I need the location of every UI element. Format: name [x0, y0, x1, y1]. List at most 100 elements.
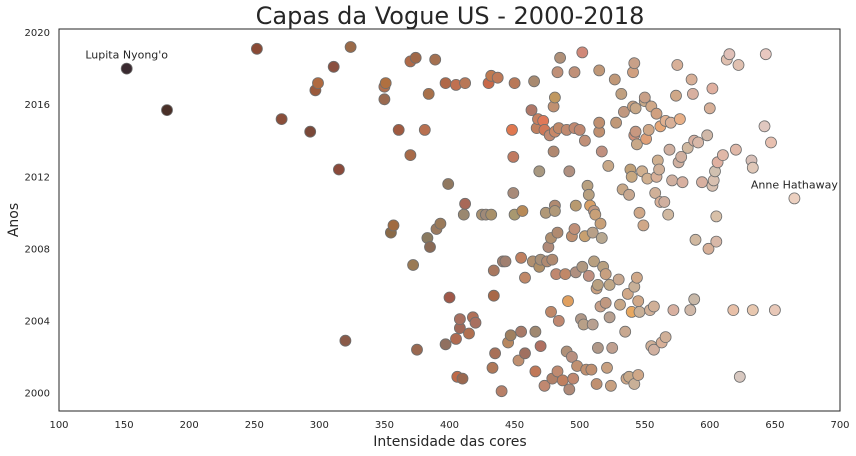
scatter-point — [586, 318, 599, 331]
scatter-point — [637, 219, 650, 232]
scatter-point — [649, 187, 662, 199]
scatter-point — [459, 77, 472, 89]
scatter-point — [551, 226, 564, 239]
scatter-point — [674, 113, 686, 125]
scatter-point — [579, 134, 591, 147]
scatter-point — [519, 347, 531, 360]
scatter-point — [424, 241, 436, 253]
scatter-point — [422, 88, 435, 100]
scatter-point — [453, 313, 466, 326]
scatter-point — [663, 143, 676, 156]
chart-title: Capas da Vogue US - 2000-2018 — [256, 2, 645, 30]
scatter-point — [788, 192, 801, 205]
scatter-point — [515, 251, 527, 264]
scatter-point — [623, 188, 635, 201]
scatter-point — [667, 304, 680, 317]
scatter-point — [439, 338, 452, 351]
scatter-point — [120, 62, 133, 75]
scatter-point — [409, 51, 422, 64]
scatter-point — [618, 106, 630, 118]
scatter-point — [612, 273, 625, 286]
scatter-point — [486, 361, 499, 374]
scatter-point — [161, 104, 173, 116]
scatter-point — [525, 104, 538, 116]
plot-frame — [58, 28, 841, 412]
scatter-point — [710, 210, 723, 223]
scatter-point — [549, 205, 561, 217]
x-tick-label: 700 — [830, 420, 849, 431]
scatter-point — [495, 385, 508, 398]
scatter-point — [610, 116, 622, 129]
scatter-point — [650, 107, 663, 120]
scatter-point — [489, 347, 502, 360]
scatter-point — [508, 77, 521, 89]
annotations-layer: Lupita Nyong'o Anne Hathaway — [85, 49, 838, 192]
scatter-point — [675, 150, 688, 163]
scatter-point — [250, 42, 263, 55]
scatter-point — [653, 163, 665, 176]
scatter-point — [528, 75, 540, 88]
scatter-point — [746, 161, 759, 174]
scatter-point — [339, 334, 352, 347]
scatter-point — [327, 60, 340, 73]
y-tick-label: 2000 — [25, 389, 50, 400]
scatter-point — [685, 73, 698, 86]
y-tick-label: 2004 — [25, 316, 50, 327]
scatter-point — [733, 370, 746, 383]
scatter-point — [275, 113, 288, 125]
scatter-point — [566, 350, 578, 363]
scatter-point — [516, 205, 529, 217]
scatter-point — [706, 82, 719, 95]
scatter-point — [392, 123, 405, 136]
scatter-point — [659, 331, 672, 344]
scatter-point — [534, 340, 547, 353]
scatter-point — [588, 255, 600, 268]
scatter-point — [344, 41, 357, 53]
scatter-point — [631, 271, 643, 284]
scatter-point — [554, 51, 566, 64]
x-axis-label: Intensidade das cores — [373, 434, 526, 450]
scatter-point — [585, 363, 598, 376]
scatter-point — [593, 116, 606, 129]
scatter-point — [404, 149, 417, 162]
points-layer — [120, 41, 801, 398]
scatter-point — [765, 136, 777, 149]
scatter-point — [599, 296, 612, 309]
scatter-point — [599, 268, 612, 281]
scatter-point — [702, 242, 715, 255]
scatter-point — [603, 278, 616, 291]
scatter-point — [586, 226, 599, 239]
scatter-point — [576, 46, 589, 59]
x-tick-label: 500 — [570, 420, 589, 431]
scatter-point — [723, 48, 736, 61]
scatter-point — [701, 129, 714, 142]
scatter-point — [631, 138, 643, 151]
scatter-point — [576, 260, 589, 273]
scatter-point — [676, 176, 689, 189]
scatter-point — [727, 304, 740, 317]
scatter-point — [568, 223, 581, 235]
scatter-point — [506, 123, 518, 136]
scatter-point — [567, 372, 580, 385]
scatter-point — [469, 316, 482, 329]
scatter-point — [658, 196, 671, 208]
scatter-point — [547, 145, 560, 158]
scatter-point — [559, 268, 572, 281]
y-tick-label: 2020 — [25, 28, 50, 39]
scatter-point — [545, 305, 557, 318]
scatter-point — [629, 102, 642, 115]
scatter-point — [758, 120, 771, 133]
scatter-point — [603, 311, 616, 324]
scatter-point — [304, 125, 317, 138]
scatter-point — [619, 325, 632, 338]
scatter-point — [710, 235, 723, 248]
scatter-point — [411, 343, 423, 356]
scatter-point — [519, 271, 531, 284]
scatter-point — [529, 365, 542, 378]
scatter-point — [608, 73, 621, 86]
scatter-point — [589, 208, 602, 221]
scatter-point — [332, 163, 345, 176]
scatter-point — [569, 199, 582, 212]
x-tick-label: 100 — [49, 420, 68, 431]
